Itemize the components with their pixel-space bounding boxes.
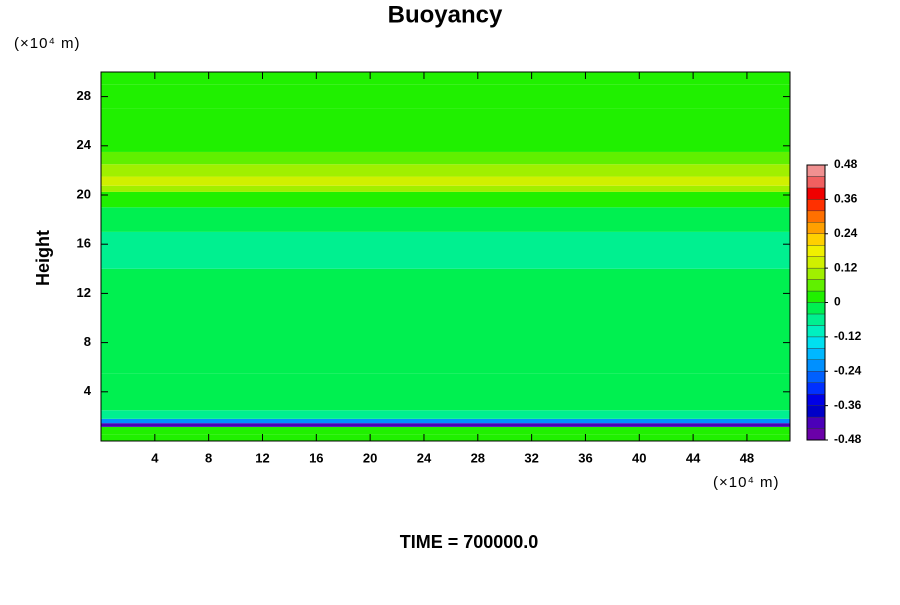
field-band bbox=[101, 410, 790, 419]
x-tick-label: 4 bbox=[151, 450, 159, 465]
y-tick-label: 16 bbox=[77, 236, 91, 251]
colorbar-cell bbox=[806, 393, 826, 406]
field-band bbox=[101, 231, 790, 269]
colorbar-cell bbox=[806, 222, 826, 234]
colorbar-cell bbox=[806, 336, 826, 349]
time-annotation: TIME = 700000.0 bbox=[400, 532, 539, 552]
colorbar-tick-label: -0.36 bbox=[834, 398, 862, 412]
y-tick-label: 4 bbox=[84, 383, 92, 398]
field-band bbox=[101, 373, 790, 411]
colorbar-tick-label: -0.48 bbox=[834, 432, 862, 446]
x-tick-label: 48 bbox=[740, 450, 754, 465]
colorbar-cell bbox=[806, 428, 826, 441]
plot-frame bbox=[100, 71, 791, 442]
colorbar-cell bbox=[806, 233, 826, 246]
colorbar-cell bbox=[806, 325, 826, 338]
colorbar-cell bbox=[806, 416, 826, 429]
colorbar-cell bbox=[806, 313, 826, 326]
x-tick-label: 16 bbox=[309, 450, 323, 465]
field-band bbox=[101, 434, 790, 441]
colorbar-cell bbox=[806, 382, 826, 395]
colorbar-cell bbox=[806, 348, 826, 360]
x-tick-label: 28 bbox=[471, 450, 485, 465]
colorbar-cell bbox=[806, 290, 826, 303]
field-band bbox=[101, 423, 790, 427]
y-tick-label: 24 bbox=[77, 137, 92, 152]
x-tick-label: 32 bbox=[524, 450, 538, 465]
colorbar-cell bbox=[806, 256, 826, 269]
x-tick-label: 20 bbox=[363, 450, 377, 465]
x-tick-label: 40 bbox=[632, 450, 646, 465]
field-band bbox=[101, 191, 790, 208]
colorbar-cell bbox=[806, 245, 826, 257]
field-band bbox=[101, 72, 790, 85]
x-tick-label: 44 bbox=[686, 450, 701, 465]
colorbar-tick-label: 0 bbox=[834, 295, 841, 309]
field-band bbox=[101, 151, 790, 165]
colorbar-cell bbox=[806, 199, 826, 212]
colorbar-cell bbox=[806, 164, 826, 177]
field bbox=[101, 72, 790, 441]
colorbar-cell bbox=[806, 279, 826, 292]
colorbar-cell bbox=[806, 302, 826, 315]
x-tick-label: 24 bbox=[417, 450, 432, 465]
colorbar-cell bbox=[806, 267, 826, 280]
x-tick-label: 8 bbox=[205, 450, 212, 465]
y-axis-label: Height bbox=[33, 230, 53, 286]
chart-title: Buoyancy bbox=[388, 1, 503, 28]
y-tick-label: 8 bbox=[84, 334, 91, 349]
colorbar-tick-label: 0.48 bbox=[834, 157, 858, 171]
y-tick-label: 12 bbox=[77, 285, 91, 300]
colorbar-cell bbox=[806, 359, 826, 372]
x-tick-label: 12 bbox=[255, 450, 269, 465]
colorbar-cell bbox=[806, 210, 826, 223]
colorbar-cell bbox=[806, 187, 826, 200]
colorbar-cell bbox=[806, 371, 826, 383]
field-band bbox=[101, 185, 790, 192]
field-band bbox=[101, 164, 790, 177]
y-tick-label: 28 bbox=[77, 88, 91, 103]
field-band bbox=[101, 207, 790, 232]
field-band bbox=[101, 268, 790, 318]
field-band bbox=[101, 318, 790, 374]
field-band bbox=[101, 418, 790, 424]
colorbar-tick-label: -0.24 bbox=[834, 363, 862, 377]
field-band bbox=[101, 84, 790, 109]
colorbar-tick-label: 0.36 bbox=[834, 192, 858, 206]
field-band bbox=[101, 133, 790, 152]
field-band bbox=[101, 176, 790, 186]
x-unit: (×10⁴ m) bbox=[713, 474, 780, 491]
field-band bbox=[101, 108, 790, 134]
colorbar-tick-label: 0.24 bbox=[834, 226, 858, 240]
colorbar-tick-label: -0.12 bbox=[834, 329, 862, 343]
colorbar-cell bbox=[806, 176, 826, 189]
colorbar-cell bbox=[806, 405, 826, 418]
axes: 4 8 12 16 20 24 28 32 36 40 44 484812162024280.480.… bbox=[77, 71, 862, 465]
colorbar-tick-label: 0.12 bbox=[834, 260, 858, 274]
y-tick-label: 20 bbox=[77, 186, 91, 201]
y-unit: (×10⁴ m) bbox=[14, 35, 81, 52]
x-tick-label: 36 bbox=[578, 450, 592, 465]
field-band bbox=[101, 426, 790, 435]
